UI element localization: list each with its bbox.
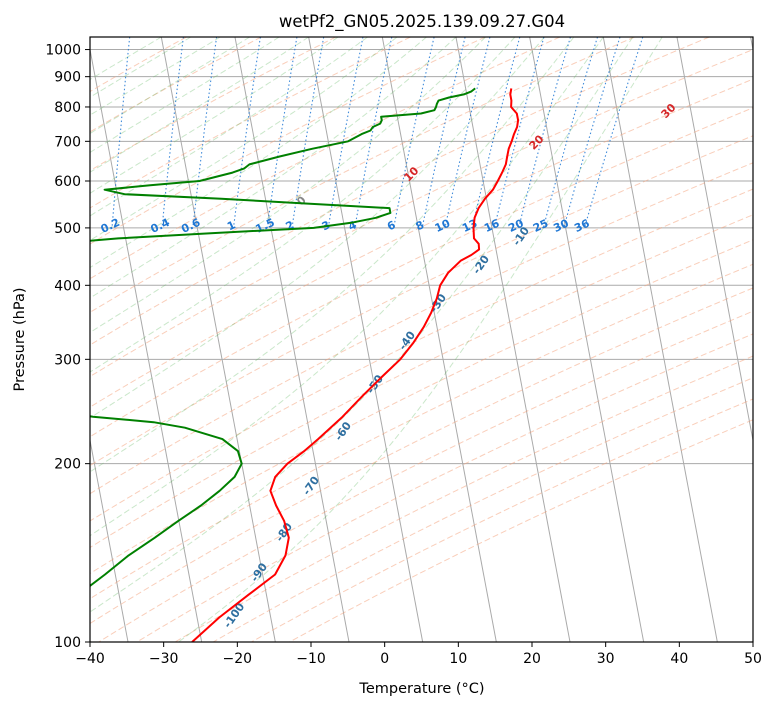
x-axis-label: Temperature (°C) [358,681,484,697]
moist-adiabat-line [90,37,516,373]
y-tick-label: 900 [54,70,81,86]
moist-adiabat-line [90,37,250,135]
mixing-ratio-line [192,37,218,228]
x-tick-label: 50 [744,651,762,667]
y-tick-label: 1000 [45,43,81,59]
dry-adiabat-line [90,107,753,438]
dry-adiabat-line [90,37,561,280]
dry-adiabat-line [90,263,753,600]
moist-adiabat-line [90,37,457,299]
x-tick-label: −20 [223,651,253,667]
mixing-ratio-label: 30 [551,217,571,235]
x-tick-label: 20 [523,651,541,667]
x-tick-label: −10 [296,651,326,667]
isotherm-line [455,37,571,642]
y-tick-label: 100 [54,635,81,651]
mixing-ratio-line [563,37,621,229]
moist-adiabat-line [90,37,634,613]
dry-adiabat-line [251,398,753,642]
dry-adiabat-line [212,377,753,642]
mixing-ratio-line [493,37,545,229]
mixing-ratio-line [518,37,571,229]
dry-adiabat-line [90,49,753,378]
y-tick-label: 400 [54,278,81,294]
moist-adiabat-line [90,37,575,473]
moist-adiabat-line [90,37,339,194]
dry-adiabat-line [90,78,753,408]
mixing-ratio-line [542,37,599,229]
mixing-ratio-line [232,37,261,228]
mixing-ratio-line [444,37,491,229]
dry-adiabat-line [90,287,753,625]
moist-adiabat-line [90,37,545,419]
sounding-profiles [90,87,520,642]
x-tick-label: 0 [380,651,389,667]
y-tick-label: 500 [54,221,81,237]
x-tick-label: −40 [75,651,105,667]
mixing-ratio-label: 25 [531,217,550,235]
x-tick-label: 10 [449,651,467,667]
isotherm-line [602,37,718,642]
dry-adiabat-line [90,239,753,575]
isotherm-line [234,37,350,642]
dry-adiabat-line [98,310,753,642]
moist-adiabat-line [90,37,604,537]
isotherm-line [381,37,497,642]
chart-title: wetPf2_GN05.2025.139.09.27.G04 [279,12,565,32]
dry-adiabat-line [90,37,411,209]
y-tick-label: 300 [54,352,81,368]
mixing-ratio-line [327,37,364,228]
moist-adiabat-line [177,37,663,642]
mixing-ratio-label: 20 [506,217,526,235]
isotherm-line [90,46,203,642]
moist-adiabat-line [90,37,162,81]
dry-adiabat-line [90,37,486,245]
mixing-ratio-line [471,37,521,229]
plot-area [90,37,753,642]
dry-adiabat-line [90,135,753,467]
isotherm-line [676,37,753,444]
temperature-profile-line [191,88,520,642]
mixing-ratio-line [266,37,298,228]
x-tick-label: 30 [597,651,615,667]
isotherm-line [90,437,129,642]
moist-adiabat-line [90,37,192,98]
mixing-ratio-label: 10 [433,217,453,235]
dry-adiabat-line [90,162,753,495]
y-tick-label: 600 [54,174,81,190]
mixing-ratio-line [291,37,325,228]
moist-adiabat-line [90,37,221,116]
moist-adiabat-line [90,37,427,269]
mixing-ratio-label: 36 [572,217,592,235]
moist-adiabat-line [90,37,368,217]
isotherm-line [160,37,276,642]
x-tick-label: −30 [149,651,179,667]
axes: −40 −30 −20 −10 0 10 20 30 40 50 100 200 300 400 500 60… [45,43,762,667]
plot-frame [89,36,754,643]
mixing-ratio-line [354,37,393,228]
y-axis-label: Pressure (hPa) [12,287,28,391]
x-tick-label: 40 [670,651,688,667]
mixing-ratio-label: 16 [482,217,502,235]
mixing-ratio-line [393,37,435,229]
dewpoint-profile-line [90,87,476,588]
y-tick-label: 700 [54,134,81,150]
moist-adiabat-line [90,37,486,334]
mixing-ratio-line [583,37,644,229]
mixing-ratio-line [421,37,466,229]
y-tick-label: 800 [54,100,81,116]
dry-adiabat-line [136,333,753,642]
y-tick-label: 200 [54,457,81,473]
